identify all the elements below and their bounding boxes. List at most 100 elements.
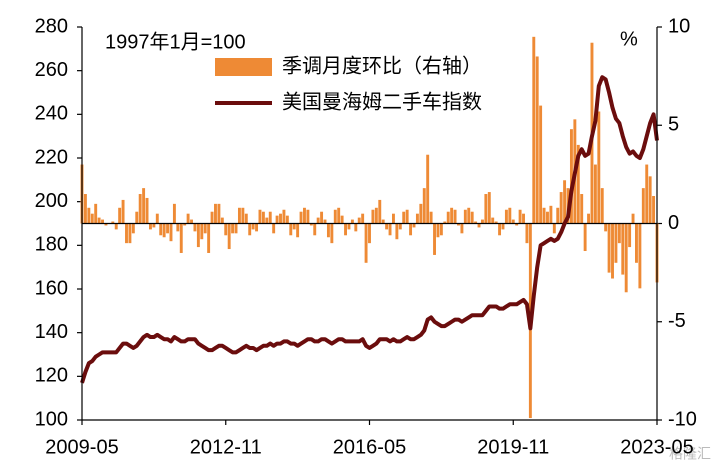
y2-tick-label: -10 [668, 408, 697, 430]
watermark: 格隆汇 [669, 446, 711, 462]
bar [443, 221, 447, 224]
bar [426, 154, 430, 224]
bar [583, 223, 587, 252]
bar [220, 217, 224, 224]
bar [463, 209, 467, 224]
bar [559, 192, 563, 224]
bar [121, 199, 125, 224]
y2-tick-label: 0 [668, 212, 679, 234]
bar [422, 188, 426, 224]
bar [631, 213, 635, 224]
bar [474, 221, 478, 224]
bar [611, 223, 614, 279]
bar [87, 207, 91, 224]
bar [237, 207, 241, 224]
bar [563, 180, 567, 224]
bar [234, 223, 238, 234]
bar [159, 223, 163, 236]
bar [227, 223, 231, 250]
bar [313, 223, 317, 236]
bar [641, 188, 645, 224]
bar [542, 207, 546, 224]
bar [200, 223, 204, 240]
bar [282, 209, 286, 224]
bar [652, 195, 656, 224]
bar [131, 223, 135, 234]
bar [309, 223, 313, 226]
bar [145, 197, 149, 224]
bar [337, 207, 341, 224]
bar [251, 223, 255, 230]
y-tick-label: 200 [35, 190, 68, 212]
bar [179, 223, 183, 253]
bar [539, 105, 543, 224]
bar [354, 223, 358, 232]
bar [635, 223, 638, 263]
bar [409, 223, 413, 236]
bar [552, 223, 556, 234]
bar [457, 223, 460, 226]
bar [494, 221, 498, 224]
bar [272, 223, 276, 234]
bar [593, 164, 597, 224]
bar [381, 219, 385, 224]
bar [477, 223, 481, 228]
bar [323, 219, 327, 224]
bar [190, 219, 193, 224]
bar [152, 223, 156, 228]
bar [333, 209, 337, 224]
bar [460, 223, 464, 234]
bar [155, 213, 159, 224]
bar [125, 223, 128, 244]
bar [361, 213, 365, 224]
bar [224, 223, 228, 236]
bar [392, 213, 395, 224]
bar [94, 203, 98, 224]
bar [142, 188, 146, 224]
bar [217, 203, 221, 224]
bar [357, 217, 361, 224]
bar [419, 203, 423, 224]
bar [525, 223, 529, 244]
bar [446, 211, 450, 224]
bar [549, 205, 553, 224]
bar [320, 211, 324, 224]
bar [104, 223, 108, 226]
bar [518, 209, 522, 224]
bar [415, 213, 419, 224]
bar [344, 223, 347, 236]
x-tick-label: 2023-05 [620, 436, 693, 458]
bar [398, 223, 402, 230]
y-tick-label: 220 [35, 146, 68, 168]
bar [350, 219, 354, 224]
bar [484, 194, 488, 224]
bar [617, 223, 621, 244]
bar [172, 203, 176, 224]
bar [111, 221, 115, 224]
bar [532, 36, 536, 224]
bar [101, 219, 104, 224]
bar [453, 209, 457, 224]
x-tick-label: 2019-11 [477, 436, 549, 458]
bar [604, 223, 608, 232]
bar [244, 213, 248, 224]
bar [114, 223, 118, 230]
x-tick-label: 2012-11 [190, 436, 262, 458]
bar [515, 223, 519, 226]
bar [487, 192, 491, 224]
bar [83, 194, 87, 224]
bar [580, 194, 584, 224]
bar [607, 223, 611, 273]
bar [135, 211, 139, 224]
bar [621, 223, 625, 275]
bar [255, 223, 259, 232]
y-tick-label: 140 [35, 321, 68, 343]
y2-tick-label: 5 [668, 114, 679, 136]
x-tick-label: 2009-05 [45, 436, 118, 458]
bar [169, 223, 173, 242]
bar [90, 213, 94, 224]
bar [368, 223, 371, 244]
bar [535, 56, 539, 224]
bar [624, 223, 628, 293]
bar [467, 207, 471, 224]
